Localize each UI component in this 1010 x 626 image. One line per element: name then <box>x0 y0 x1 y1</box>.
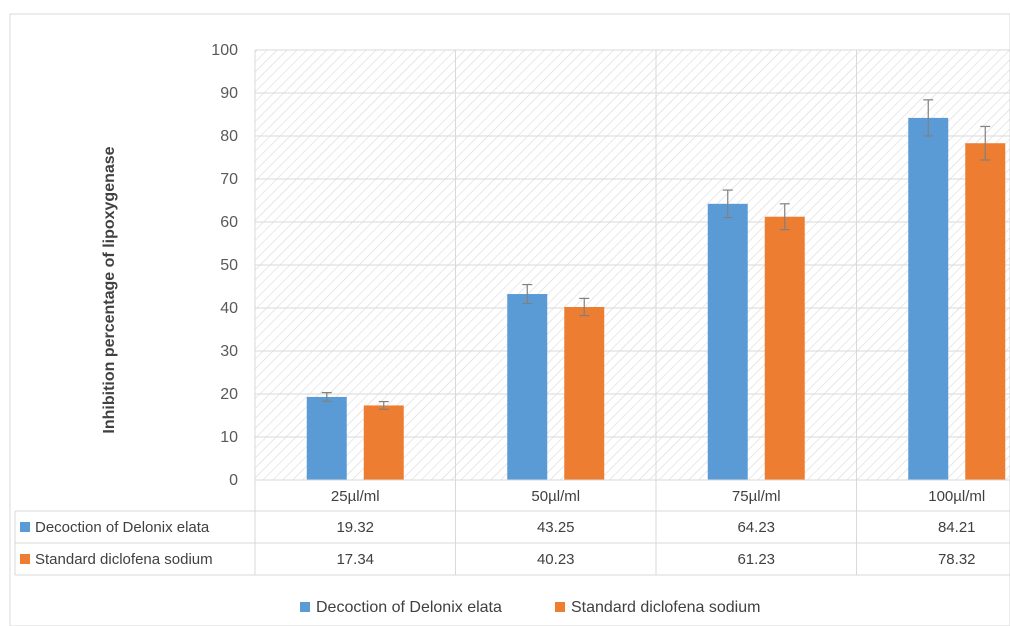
table-cell: 40.23 <box>537 551 575 568</box>
table-cell: 19.32 <box>336 519 374 536</box>
legend-key <box>300 602 310 612</box>
category-label: 75µl/ml <box>732 488 781 505</box>
table-cell: 64.23 <box>737 519 775 536</box>
y-tick-label: 0 <box>229 472 238 489</box>
gridlines <box>254 49 1010 481</box>
category-label: 100µl/ml <box>928 488 985 505</box>
bar <box>908 117 949 480</box>
table-cell: 17.34 <box>336 551 374 568</box>
table-cell: 78.32 <box>938 551 976 568</box>
legend-label: Standard diclofena sodium <box>571 599 760 616</box>
bar <box>363 405 404 480</box>
y-tick-label: 10 <box>220 429 238 446</box>
bar <box>707 203 748 480</box>
y-tick-label: 100 <box>211 42 238 59</box>
table-legend-key <box>20 522 30 532</box>
y-tick-label: 90 <box>220 85 238 102</box>
y-axis: 0 10 20 30 40 50 60 70 80 90 100 <box>211 42 238 489</box>
table-series-name: Standard diclofena sodium <box>35 551 213 568</box>
y-axis-label: Inhibition percentage of lipoxygenase <box>101 146 118 433</box>
bar <box>564 307 605 480</box>
y-tick-label: 40 <box>220 300 238 317</box>
bar <box>965 143 1006 480</box>
legend-label: Decoction of Delonix elata <box>316 599 502 616</box>
y-tick-label: 80 <box>220 128 238 145</box>
category-label: 50µl/ml <box>531 488 580 505</box>
bar <box>764 216 805 480</box>
bar <box>507 294 548 480</box>
y-tick-label: 70 <box>220 171 238 188</box>
table-legend-key <box>20 554 30 564</box>
y-tick-label: 20 <box>220 386 238 403</box>
legend-key <box>555 602 565 612</box>
table-cell: 61.23 <box>737 551 775 568</box>
y-tick-label: 50 <box>220 257 238 274</box>
data-table: 25µl/ml 50µl/ml 75µl/ml 100µl/ml Decoction o… <box>14 479 1010 576</box>
bar <box>306 396 347 480</box>
legend: Decoction of Delonix elata Standard diclo… <box>300 599 760 616</box>
table-series-name: Decoction of Delonix elata <box>35 519 210 536</box>
category-label: 25µl/ml <box>331 488 380 505</box>
table-cell: 84.21 <box>938 519 976 536</box>
table-cell: 43.25 <box>537 519 575 536</box>
y-tick-label: 30 <box>220 343 238 360</box>
bars <box>306 99 1006 480</box>
y-tick-label: 60 <box>220 214 238 231</box>
